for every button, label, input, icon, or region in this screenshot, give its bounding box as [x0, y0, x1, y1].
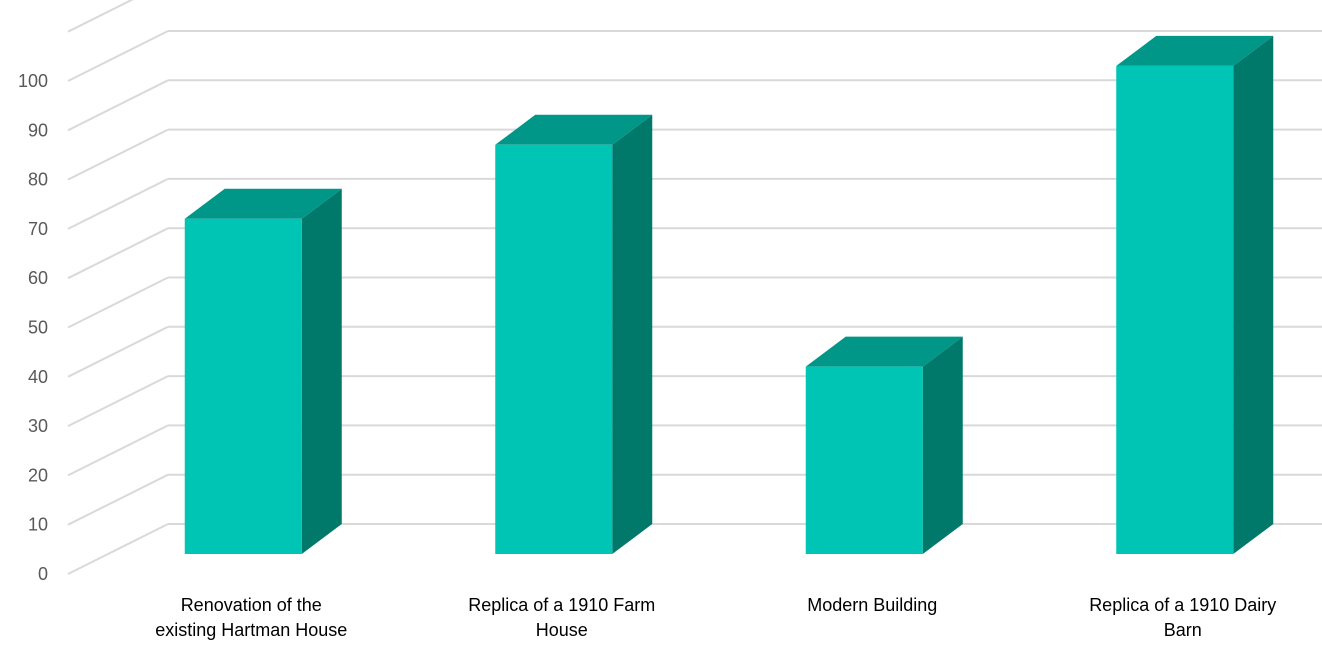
bar-front: [184, 218, 302, 554]
y-tick-label: 100: [18, 71, 48, 91]
gridline-depth: [67, 178, 169, 230]
gridline-depth: [67, 79, 169, 132]
bar-top: [1116, 35, 1274, 66]
bar-front: [805, 366, 923, 554]
y-tick-label: 90: [28, 120, 48, 140]
y-tick-label: 30: [28, 416, 48, 436]
gridline-depth: [67, 227, 169, 280]
gridline-depth: [67, 30, 169, 82]
x-tick-label: Replica of a 1910 Dairy Barn: [1089, 595, 1276, 640]
gridline-depth: [67, 128, 169, 181]
gridline-depth: [67, 325, 169, 378]
x-axis-labels: Renovation of the existing Hartman House R…: [155, 595, 1276, 640]
bar-top: [184, 188, 342, 219]
y-tick-label: 20: [28, 465, 48, 485]
y-axis-ticks: 0 10 20 30 40 50 60 70 80 90 100: [18, 71, 48, 584]
x-tick-label: Replica of a 1910 Farm House: [468, 595, 655, 640]
y-tick-label: 10: [28, 515, 48, 535]
bar-side: [1233, 35, 1274, 555]
x-tick-label: Modern Building: [807, 595, 937, 615]
bar-side: [301, 188, 342, 554]
y-tick-label: 60: [28, 268, 48, 288]
bar: [495, 114, 653, 554]
gridline-depth: [67, 276, 169, 329]
bar: [1116, 35, 1274, 555]
bar-side: [612, 114, 653, 554]
bar-front: [495, 144, 613, 554]
gridline-depth: [67, 523, 169, 575]
bar: [805, 336, 963, 554]
y-tick-label: 50: [28, 318, 48, 338]
bar-top: [495, 114, 653, 145]
y-tick-label: 0: [38, 564, 48, 584]
bar-top: [805, 336, 963, 367]
y-tick-label: 80: [28, 170, 48, 190]
y-tick-label: 70: [28, 219, 48, 239]
gridline-depth: [67, 473, 169, 526]
y-tick-label: 40: [28, 367, 48, 387]
gridline-depth: [67, 0, 134, 33]
bar: [184, 188, 342, 554]
bar-side: [922, 336, 963, 554]
bar-front: [1116, 65, 1234, 555]
gridline-depth: [67, 375, 169, 427]
x-tick-label: Renovation of the existing Hartman House: [155, 595, 347, 640]
gridline-depth: [67, 424, 169, 477]
bars: [184, 35, 1274, 555]
